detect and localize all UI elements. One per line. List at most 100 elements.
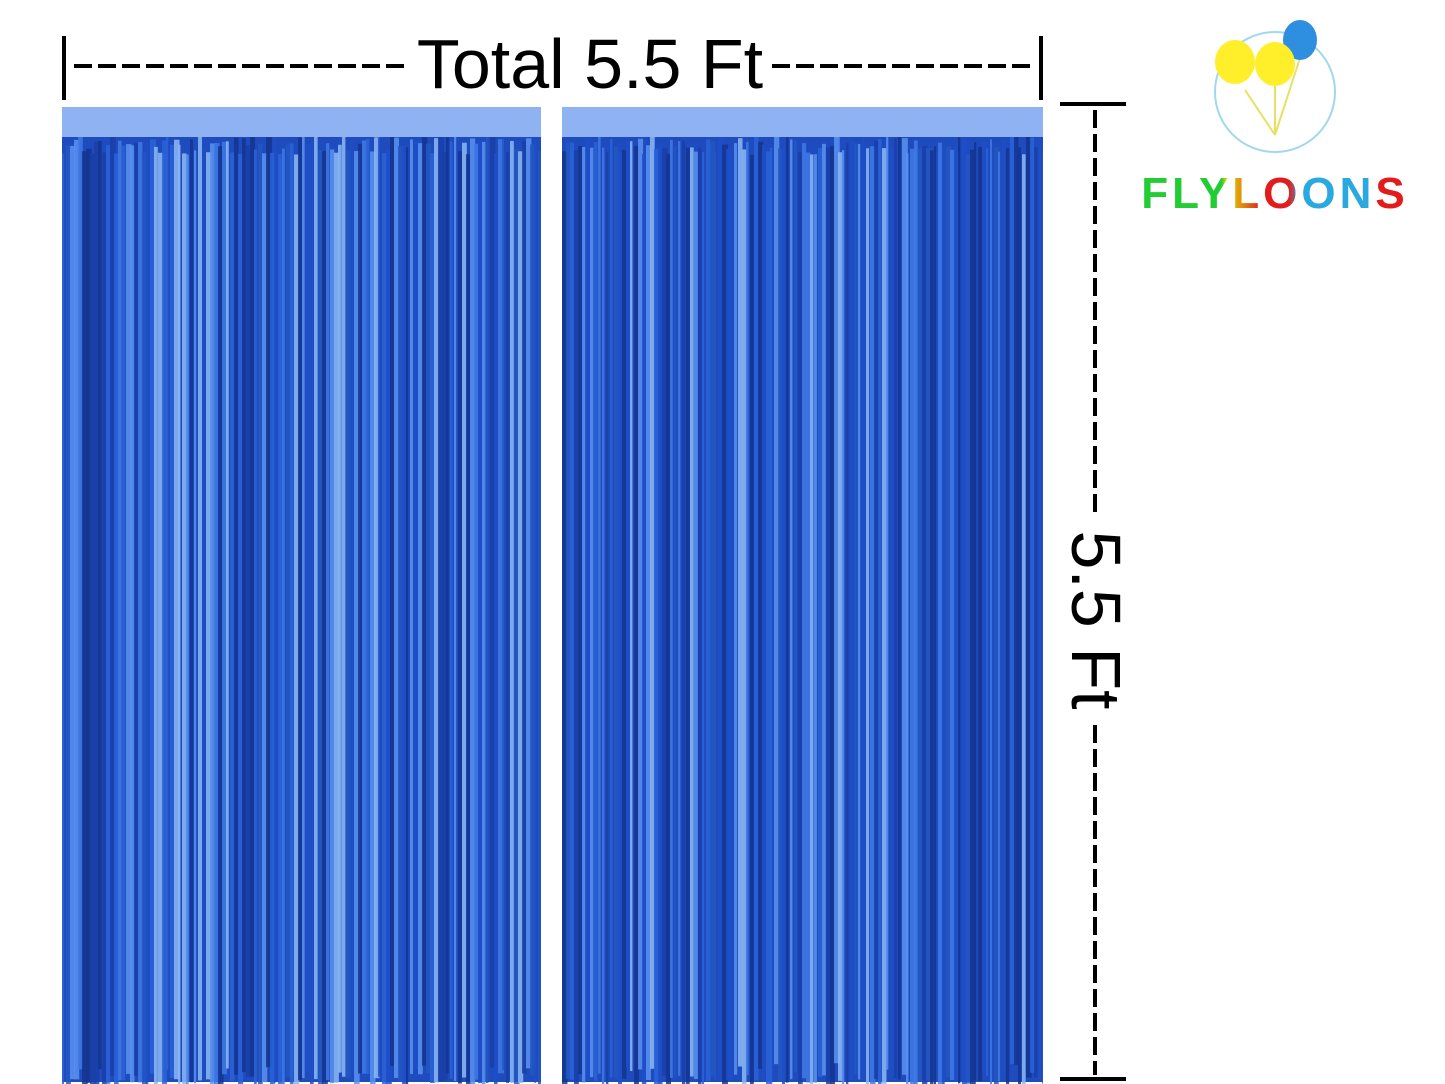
fringe-strip [306,144,311,1072]
logo-strings [1244,57,1301,136]
fringe-strip [670,139,673,1078]
fringe-strip [302,136,305,1079]
fringe-strip [482,141,486,1084]
fringe-strip [246,145,251,1077]
fringe-strip [662,148,668,1076]
fringe-strip [78,136,83,1070]
fringe-strip [770,147,773,1084]
fringe-strip [386,148,392,1084]
fringe-strip [926,148,932,1081]
fringe-strip [262,153,268,1083]
fringe-strip [570,142,575,1080]
fringe-strip [182,153,187,1084]
fringe-strip [118,140,122,1081]
fringe-strip [790,139,793,1080]
fringe-strip [238,153,244,1084]
fringe-strip [1006,148,1010,1084]
fringe-strip [566,142,570,1079]
fringe-strip [866,148,870,1084]
fringe-strip [658,146,663,1084]
fringe-strip [90,153,96,1084]
fringe-strip [598,136,601,1074]
fringe-strip [678,141,681,1076]
fringe-strip [906,153,909,1084]
fringe-strip [870,146,876,1084]
fringe-strip [590,147,594,1078]
fringe-strip [382,152,387,1084]
fringe-strip [138,142,143,1083]
fringe-strip [966,154,971,1084]
fringe-strip [266,135,272,1068]
fringe-strip [842,150,845,1084]
fringe-strip [810,154,814,1084]
fringe-strip [374,137,380,1079]
fringe-strip [522,140,527,1074]
fringe-strip [310,141,314,1084]
logo-balloon [1255,42,1295,86]
curtains [62,107,1043,1084]
fringe-strip [198,135,202,1081]
curtain [62,107,541,1084]
fringe-strip [334,152,339,1083]
fringe-strip [654,148,660,1084]
fringe-strip [694,151,698,1080]
fringe-strip [766,151,771,1084]
fringe-strip [822,143,826,1076]
brand-logo [1214,20,1336,153]
fringe-strip [622,149,627,1079]
fringe-strip [930,150,934,1084]
fringe-strip [578,146,583,1075]
fringe-strip [494,153,498,1084]
fringe-strip [1038,138,1041,1081]
fringe-strip [878,138,882,1084]
fringe-strip [682,140,686,1084]
fringe-strip [918,147,924,1082]
curtain-header [62,107,541,137]
fringe-strip [186,154,189,1084]
height-label: 5.5 Ft [1057,531,1135,710]
fringe-strip [1030,137,1035,1073]
fringe-strip [942,145,945,1084]
fringe-strip [674,146,677,1078]
fringe-strip [162,140,168,1084]
fringe-strip [1042,149,1043,1084]
fringe-strip [218,146,224,1084]
fringe-strip [70,145,76,1080]
fringe-strip [210,143,216,1084]
fringe-strip [282,148,285,1084]
fringe-strip [338,144,342,1073]
fringe-strip [846,143,849,1084]
fringe-strip [914,140,918,1084]
fringe-strip [998,151,1001,1082]
fringe-strip [410,139,414,1075]
fringe-strip [458,151,462,1084]
fringe-strip [794,139,797,1073]
fringe-strip [594,141,598,1081]
fringe-strip [894,138,897,1078]
fringe-strip [806,152,811,1083]
fringe-strip [586,138,591,1082]
fringe-strip [166,135,169,1070]
fringe-strip [834,135,840,1064]
fringe-strip [194,150,197,1084]
fringe-strip [414,139,420,1069]
fringe-strip [142,152,148,1084]
fringe-strip [606,151,609,1084]
fringe-strip [418,143,423,1075]
fringe-strip [450,141,453,1079]
fringe-strip [778,148,784,1082]
fringe-strip [686,147,690,1084]
fringe-strip [1018,147,1022,1084]
fringe-strip [738,138,743,1067]
fringe-strip [178,144,181,1084]
height-dimension [1060,102,1126,1081]
fringe-strip [962,139,967,1084]
fringe-strip [830,146,836,1084]
fringe-strip [1026,136,1032,1078]
fringe-strip [430,153,435,1083]
fringe-strip [254,149,257,1084]
fringe-strip [270,152,275,1084]
fringe-strip [1034,147,1038,1078]
fringe-strip [114,153,119,1084]
fringe-strip [86,148,92,1083]
